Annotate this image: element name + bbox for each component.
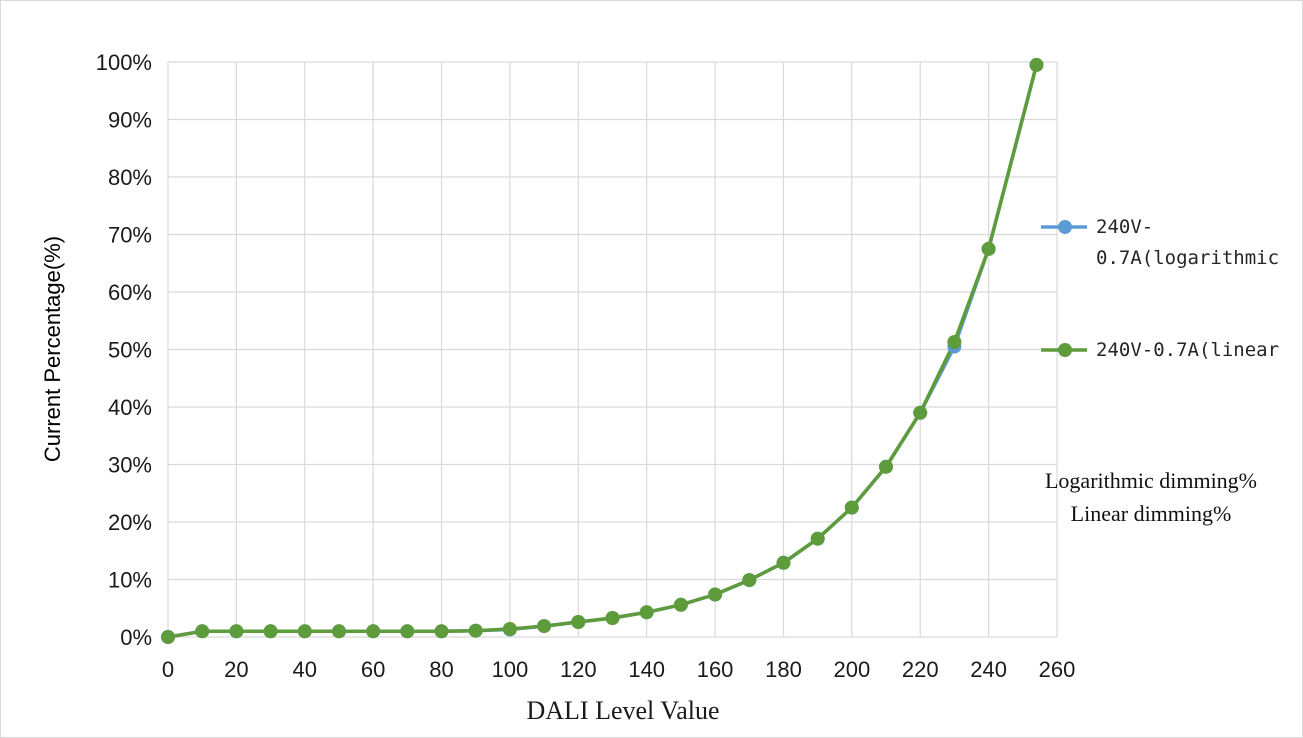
x-tick-label: 220 [902,657,939,682]
x-tick-label: 260 [1039,657,1076,682]
data-point-linear [502,622,517,636]
data-point-linear [161,630,175,644]
data-point-linear [810,531,825,546]
y-tick-labels: 0% 10% 20% 30% 40% 50% 60% 70% 80% 90% 100% [96,50,152,650]
series-lines [167,64,1039,639]
legend-item-logarithmic: 240V- 0.7A(logarithmic [1041,216,1279,269]
x-tick-label: 100 [492,657,529,682]
legend-swatch-marker-logarithmic [1058,220,1072,234]
x-tick-label: 200 [833,657,870,682]
y-tick-label: 70% [108,223,152,248]
x-tick-label: 60 [361,657,385,682]
annotation-linear-dimming: Linear dimming% [1071,501,1232,526]
x-tick-label: 160 [697,657,734,682]
legend: 240V- 0.7A(logarithmic 240V-0.7A(linear [1041,216,1279,361]
grid-lines [167,61,1058,638]
x-tick-label: 120 [560,657,597,682]
annotation-logarithmic-dimming: Logarithmic dimming% [1045,468,1257,493]
data-point-linear [776,555,791,570]
y-tick-label: 50% [108,338,152,363]
data-point-linear [708,587,723,602]
data-point-linear [571,615,586,629]
legend-item-linear: 240V-0.7A(linear [1041,339,1279,361]
series-line-logarithmic [167,64,1039,639]
data-point-linear [332,624,346,639]
data-point-linear [605,611,620,625]
data-point-linear [195,624,210,639]
y-tick-label: 60% [108,280,152,305]
legend-swatch-marker-linear [1058,343,1072,357]
series-line-linear [167,64,1039,639]
data-point-linear [742,573,757,588]
y-tick-label: 20% [108,510,152,535]
data-point-linear [913,405,928,420]
x-tick-label: 140 [628,657,665,682]
data-point-linear [673,597,688,612]
data-point-linear [639,605,654,620]
y-tick-label: 30% [108,453,152,478]
x-tick-label: 20 [224,657,248,682]
data-point-linear [1029,57,1044,72]
x-tick-label: 0 [162,657,174,682]
y-tick-label: 10% [108,568,152,593]
y-axis-title: Current Percentage(%) [40,236,65,462]
data-point-linear [879,459,893,474]
series-points [161,57,1044,644]
legend-label-logarithmic-line1: 240V- [1096,216,1153,238]
x-tick-label: 40 [293,657,317,682]
legend-label-linear: 240V-0.7A(linear [1096,339,1279,361]
y-tick-label: 90% [108,108,152,133]
x-tick-label: 180 [765,657,802,682]
data-point-linear [537,619,552,634]
data-point-linear [263,624,278,639]
data-point-linear [981,241,996,256]
data-point-linear [400,624,415,639]
y-tick-label: 0% [120,625,152,650]
x-tick-label: 240 [970,657,1007,682]
y-tick-label: 80% [108,165,152,190]
data-point-linear [434,624,449,639]
data-point-linear [297,624,312,639]
y-tick-label: 40% [108,395,152,420]
x-tick-labels: 0 20 40 60 80 100 120 140 160 180 200 220 240 260 [162,657,1075,682]
data-point-linear [366,624,381,639]
x-axis-title: DALI Level Value [526,696,719,725]
x-tick-label: 80 [429,657,453,682]
legend-label-logarithmic-line2: 0.7A(logarithmic [1096,247,1279,269]
data-point-linear [229,624,244,639]
data-point-linear [947,335,962,349]
data-point-linear [844,500,859,515]
data-point-linear [468,623,483,638]
y-tick-label: 100% [96,50,152,75]
